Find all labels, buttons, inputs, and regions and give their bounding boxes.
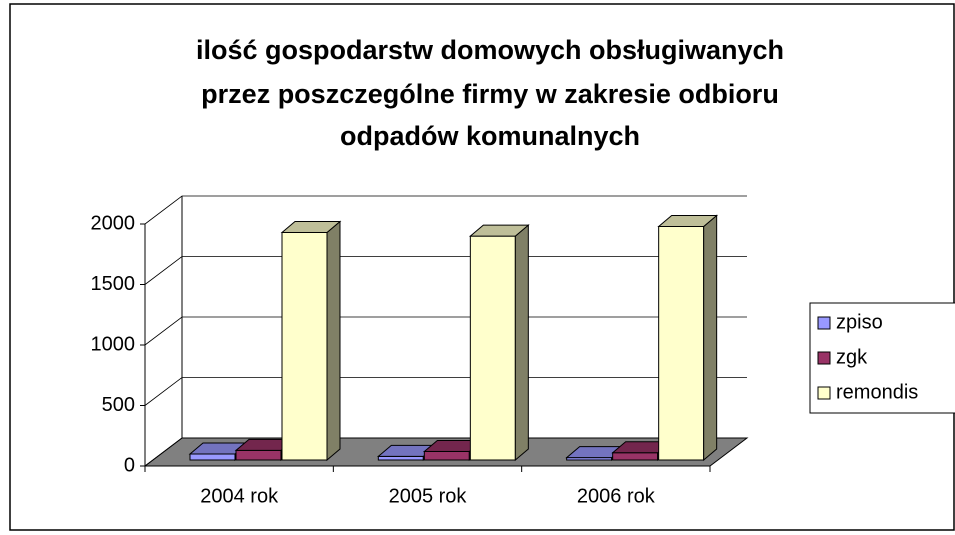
legend-swatch [817,316,831,330]
bar-front [377,455,424,461]
chart-title: przez poszczególne firmy w zakresie odbi… [201,79,779,109]
bar [657,214,719,462]
bar [468,224,530,462]
bar-top [468,224,530,237]
grid-segment [144,437,747,467]
bar-side [326,220,341,462]
bar-side [514,224,529,462]
bar [188,441,250,462]
bar-front [189,453,236,461]
bar [280,220,342,462]
bar-front [423,451,470,461]
chart-title: ilość gospodarstw domowych obsługiwanych [196,35,784,65]
grid-line [144,377,747,406]
y-tick-label: 1500 [91,273,136,295]
y-tick-label: 0 [124,454,135,476]
x-tick-label: 2005 rok [389,485,468,507]
grid-segment [144,377,747,406]
y-tick-label: 1000 [91,333,136,355]
y-tick-label: 500 [102,394,135,416]
grid-line [144,316,747,346]
legend-label: zpiso [836,311,883,333]
grid-segment [144,256,747,285]
x-tick-label: 2004 rok [200,485,279,507]
y-tick-label: 2000 [91,212,136,234]
bar-front [235,449,282,461]
grid-segment [144,195,747,225]
grid-line [144,256,747,285]
legend-swatch [817,351,831,365]
legend-label: remondis [836,381,918,403]
legend-label: zgk [836,346,868,368]
bar-front [612,452,659,461]
grid-segment [144,316,747,346]
bar-top [280,221,342,234]
chart-title: odpadów komunalnych [340,121,640,151]
bar-front [469,235,516,461]
legend-box [809,302,955,414]
bar-front [658,225,705,461]
bar-side [703,214,718,462]
grid-line [144,437,747,467]
legend-swatch [817,386,831,400]
grid-line [144,195,747,225]
x-tick-label: 2006 rok [577,485,656,507]
bar-top [657,214,719,227]
bar-front [281,232,328,461]
